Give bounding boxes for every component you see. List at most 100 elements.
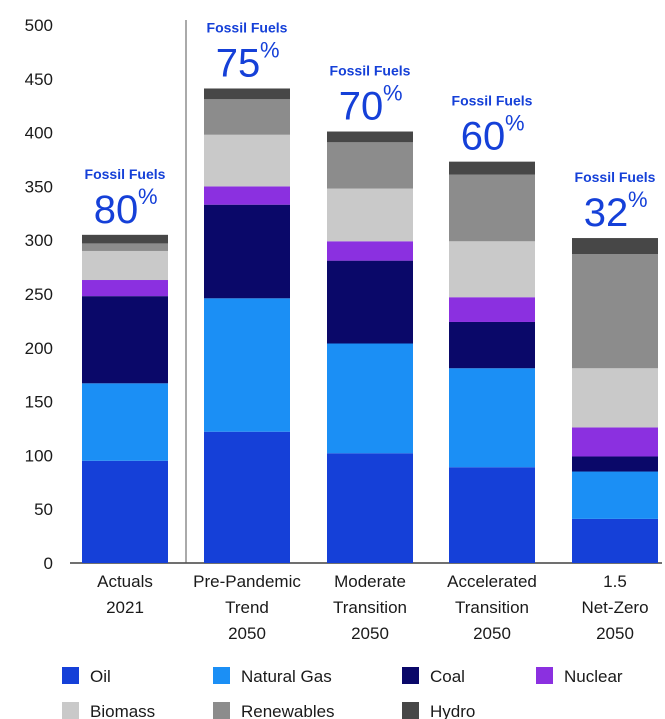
bar-segment-oil	[572, 518, 658, 563]
category-label-accelerated-transition-2050: Accelerated Transition 2050	[447, 572, 537, 643]
fossil-fuel-annotation: Fossil Fuels 75%	[207, 19, 288, 85]
bar-segment-renewables	[572, 254, 658, 369]
bar-segment-biomass	[572, 368, 658, 428]
bar-segment-coal	[327, 260, 413, 344]
legend-item-coal: Coal	[402, 667, 465, 686]
bar-segment-biomass	[327, 188, 413, 242]
x-axis-labels: Actuals 2021 Pre-Pandemic Trend 2050 Moderate…	[97, 572, 648, 643]
legend-label: Oil	[90, 667, 111, 686]
y-tick-label-150: 150	[25, 393, 53, 412]
y-tick-label-200: 200	[25, 339, 53, 358]
bar-segment-nuclear	[204, 186, 290, 205]
fossil-fuel-label: Fossil Fuels	[85, 166, 166, 182]
y-tick-label-50: 50	[34, 500, 53, 519]
legend-swatch	[402, 667, 419, 684]
fossil-fuel-annotation: Fossil Fuels 80%	[85, 166, 166, 232]
legend-label: Nuclear	[564, 667, 623, 686]
bar-stack-accelerated-transition-2050	[449, 161, 535, 563]
bar-segment-natural-gas	[327, 343, 413, 454]
bar-segment-oil	[204, 431, 290, 563]
y-tick-label-400: 400	[25, 124, 53, 143]
bar-segment-renewables	[204, 99, 290, 135]
bar-stack-1-5-net-zero-2050	[572, 238, 658, 563]
fossil-fuel-annotation: Fossil Fuels 60%	[452, 93, 533, 159]
bar-segment-coal	[572, 456, 658, 472]
category-label-actuals-2021: Actuals 2021	[97, 572, 153, 617]
fossil-fuel-label: Fossil Fuels	[575, 169, 656, 185]
bar-stack-moderate-transition-2050	[327, 131, 413, 563]
fossil-fuel-label: Fossil Fuels	[207, 19, 288, 35]
legend-swatch	[213, 667, 230, 684]
y-tick-label-300: 300	[25, 231, 53, 250]
fossil-fuel-percent: 60	[461, 115, 506, 159]
bar-segment-oil	[449, 467, 535, 563]
fossil-fuel-percent: 70	[339, 85, 384, 129]
legend-label: Coal	[430, 667, 465, 686]
bar-segment-biomass	[204, 134, 290, 187]
fossil-fuel-percent: 75	[216, 41, 261, 85]
fossil-fuel-percent: 32	[584, 191, 629, 235]
bar-stack-pre-pandemic-trend-2050	[204, 88, 290, 563]
bar-segment-hydro	[572, 238, 658, 255]
bar-segment-renewables	[327, 142, 413, 189]
y-axis: 0 50 100 150 200 250 300 350 400 450 500	[25, 16, 53, 573]
legend-label: Biomass	[90, 702, 155, 719]
legend-item-natural-gas: Natural Gas	[213, 667, 332, 686]
bar-segment-nuclear	[572, 427, 658, 457]
percent-sign: %	[505, 111, 525, 136]
percent-sign: %	[628, 187, 648, 212]
y-tick-label-0: 0	[44, 554, 53, 573]
legend-item-oil: Oil	[62, 667, 111, 686]
bar-segment-natural-gas	[449, 368, 535, 468]
y-tick-label-100: 100	[25, 446, 53, 465]
category-label-pre-pandemic-trend-2050: Pre-Pandemic Trend 2050	[193, 572, 301, 643]
bar-segment-nuclear	[449, 297, 535, 322]
fossil-fuel-percent: 80	[94, 188, 139, 232]
bar-segment-coal	[82, 296, 168, 384]
bar-segment-oil	[327, 453, 413, 563]
legend-swatch	[213, 702, 230, 719]
legend-swatch	[62, 667, 79, 684]
bar-segment-natural-gas	[572, 471, 658, 519]
category-label-moderate-transition-2050: Moderate Transition 2050	[333, 572, 407, 643]
bar-segment-coal	[449, 321, 535, 369]
legend-item-hydro: Hydro	[402, 702, 475, 719]
bar-segment-hydro	[449, 161, 535, 175]
y-tick-label-350: 350	[25, 177, 53, 196]
fossil-fuel-label: Fossil Fuels	[330, 63, 411, 79]
fossil-fuel-annotation: Fossil Fuels 32%	[575, 169, 656, 235]
bar-segment-hydro	[204, 88, 290, 100]
bar-segment-biomass	[82, 250, 168, 281]
legend-swatch	[62, 702, 79, 719]
legend: Oil Natural Gas Coal Nuclear Biomass Renewabl…	[62, 667, 623, 719]
percent-sign: %	[260, 37, 280, 62]
legend-label: Renewables	[241, 702, 335, 719]
bar-segment-natural-gas	[204, 298, 290, 432]
bar-segment-natural-gas	[82, 383, 168, 461]
bar-segment-nuclear	[327, 241, 413, 261]
y-tick-label-500: 500	[25, 16, 53, 35]
bar-segment-hydro	[82, 234, 168, 244]
y-tick-label-450: 450	[25, 70, 53, 89]
bar-segment-renewables	[82, 243, 168, 251]
percent-sign: %	[383, 81, 403, 106]
legend-swatch	[402, 702, 419, 719]
bars	[82, 88, 658, 563]
legend-label: Hydro	[430, 702, 475, 719]
y-tick-label-250: 250	[25, 285, 53, 304]
fossil-fuel-annotation: Fossil Fuels 70%	[330, 63, 411, 129]
legend-label: Natural Gas	[241, 667, 332, 686]
legend-swatch	[536, 667, 553, 684]
bar-segment-nuclear	[82, 280, 168, 297]
legend-item-biomass: Biomass	[62, 702, 155, 719]
category-label-1-5-net-zero-2050: 1.5 Net-Zero 2050	[581, 572, 648, 643]
percent-sign: %	[138, 184, 158, 209]
legend-item-nuclear: Nuclear	[536, 667, 623, 686]
fossil-fuel-label: Fossil Fuels	[452, 93, 533, 109]
legend-item-renewables: Renewables	[213, 702, 335, 719]
bar-segment-hydro	[327, 131, 413, 143]
bar-segment-renewables	[449, 174, 535, 242]
bar-segment-biomass	[449, 241, 535, 298]
